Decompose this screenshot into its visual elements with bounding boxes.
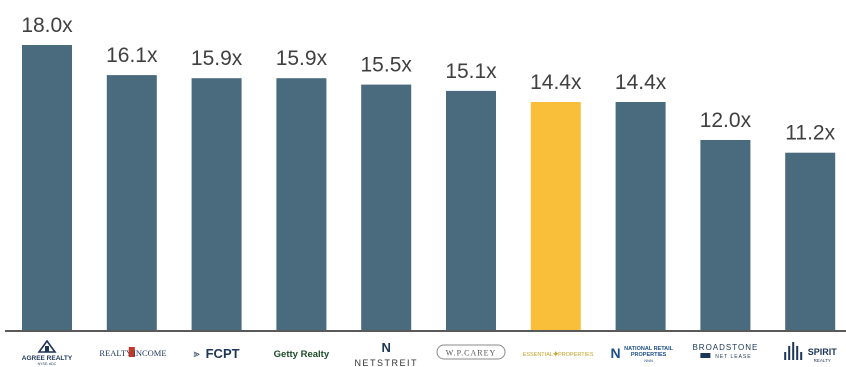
svg-text:BROADSTONE: BROADSTONE [692,343,758,352]
svg-text:REALTY: REALTY [814,358,831,363]
svg-text:ESSENTIAL: ESSENTIAL [523,352,553,358]
wp-carey-logo: W.P.CAREY [436,344,506,360]
svg-text:N: N [382,340,391,355]
svg-text:NET LEASE: NET LEASE [715,354,751,360]
svg-text:INCOME: INCOME [133,348,167,358]
bar-9 [785,152,836,330]
broadstone-logo: BROADSTONE NET LEASE [692,343,758,360]
svg-text:REALTY: REALTY [99,348,132,358]
value-label-4: 15.5x [361,54,413,77]
svg-text:⫸: ⫸ [193,348,199,360]
svg-text:NYSE: ADC: NYSE: ADC [38,362,57,366]
value-label-8: 12.0x [700,109,752,132]
svg-text:✦: ✦ [552,349,560,359]
getty-realty-logo: Getty Realty [274,349,330,360]
bar-8 [700,140,751,330]
svg-text:W.P.CAREY: W.P.CAREY [446,349,497,358]
value-label-7: 14.4x [615,71,667,94]
bar-3 [276,78,327,330]
svg-text:NETSTREIT: NETSTREIT [354,358,418,367]
value-label-9: 11.2x [785,122,835,145]
realty-income-logo: REALTY INCOME [99,347,167,358]
svg-text:PROPERTIES: PROPERTIES [558,352,594,358]
svg-text:AGREE REALTY: AGREE REALTY [22,355,73,362]
bar-2 [191,78,242,330]
value-label-6: 14.4x [530,71,582,94]
value-label-0: 18.0x [21,14,73,37]
bar-4 [361,84,412,330]
svg-text:NATIONAL RETAIL: NATIONAL RETAIL [624,346,674,352]
value-labels-group: 18.0x 16.1x 15.9x 15.9x 15.5x 15.1x 14.4x 14.4x… [21,14,835,145]
essential-properties-logo: ESSENTIAL ✦PROPERTIES [523,349,594,359]
svg-text:SPIRIT: SPIRIT [808,347,838,357]
svg-text:NNN: NNN [644,358,653,363]
svg-text:PROPERTIES: PROPERTIES [631,352,667,358]
svg-text:N: N [611,345,621,361]
netstreit-logo: N NETSTREIT [354,340,418,367]
bar-1 [106,75,157,330]
svg-text:FCPT: FCPT [206,346,240,361]
bars-group [22,45,836,331]
bar-5 [446,90,496,331]
bar-0 [22,45,72,330]
svg-text:Getty Realty: Getty Realty [274,349,330,360]
value-label-5: 15.1x [445,60,497,83]
value-label-2: 15.9x [191,47,243,70]
fcpt-logo: ⫸ FCPT [193,346,239,361]
bar-7 [615,102,666,330]
value-label-1: 16.1x [106,44,158,67]
value-label-3: 15.9x [276,47,328,70]
bar-6 [530,102,581,330]
